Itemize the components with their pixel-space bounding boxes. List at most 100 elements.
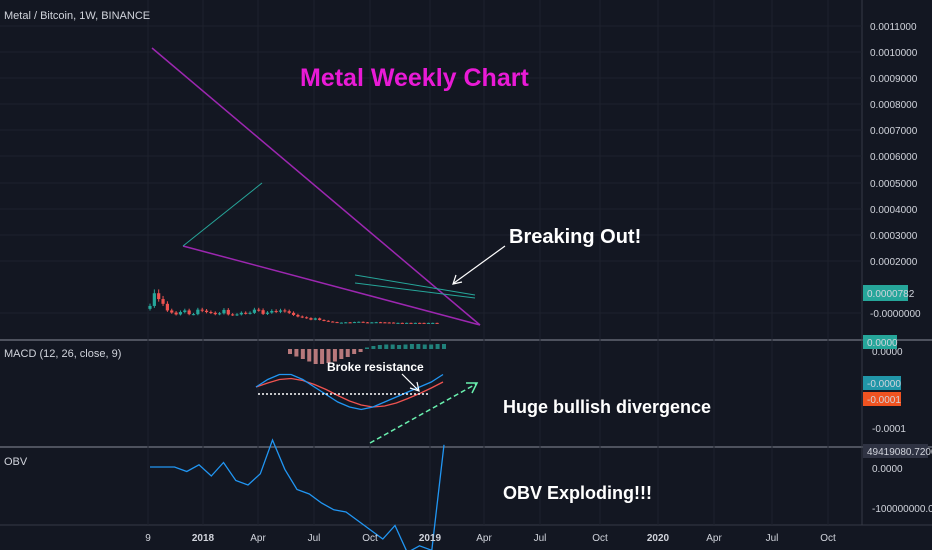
x-tick-label: Jul bbox=[308, 533, 321, 544]
obv-badge-bg bbox=[863, 444, 928, 458]
candle-body bbox=[374, 322, 378, 324]
x-tick-label: Oct bbox=[362, 533, 378, 544]
candle-body bbox=[248, 312, 252, 314]
candle-body bbox=[157, 293, 161, 300]
x-tick-label: Apr bbox=[476, 533, 492, 544]
histogram-bar bbox=[288, 349, 292, 354]
y-tick-label: 0.0006000 bbox=[870, 152, 918, 163]
candle-body bbox=[300, 316, 304, 318]
macd-y-tick: -0.0001 bbox=[872, 424, 906, 435]
candle-body bbox=[309, 318, 313, 320]
histogram-bar bbox=[442, 344, 446, 349]
candle-body bbox=[387, 322, 391, 324]
candle-body bbox=[178, 312, 183, 315]
candle-body bbox=[257, 309, 261, 311]
candle-body bbox=[361, 321, 365, 323]
candle-body bbox=[344, 322, 348, 324]
candle-body bbox=[265, 312, 270, 314]
candle-body bbox=[235, 314, 239, 316]
histogram-bar bbox=[326, 349, 331, 363]
candle-body bbox=[252, 309, 256, 313]
candle-body bbox=[405, 322, 409, 324]
candle-body bbox=[200, 309, 204, 311]
candle-body bbox=[274, 310, 278, 312]
macd-signal-badge-bg bbox=[863, 392, 901, 406]
candle-body bbox=[352, 322, 357, 324]
candle-body bbox=[392, 322, 396, 324]
broke-resistance-arrowhead bbox=[409, 381, 420, 392]
breaking-out-note: Breaking Out! bbox=[509, 226, 642, 248]
candle-body bbox=[244, 312, 248, 314]
candle-body bbox=[400, 322, 404, 324]
obv-badge-label: 49419080.7200 bbox=[867, 447, 932, 458]
divergence-note: Huge bullish divergence bbox=[503, 397, 712, 417]
candle-body bbox=[331, 321, 335, 323]
candle-body bbox=[148, 305, 152, 309]
histogram-bar bbox=[390, 344, 395, 349]
broke-resistance-arrow bbox=[401, 373, 419, 391]
histogram-bar bbox=[397, 345, 402, 349]
candle-body bbox=[313, 318, 317, 320]
x-tick-label: 2019 bbox=[419, 533, 442, 544]
y-tick-label: 0.0005000 bbox=[870, 179, 918, 190]
y-tick-label: 0.0003000 bbox=[870, 231, 918, 242]
histogram-bar bbox=[294, 349, 299, 357]
macd-pane-label: MACD (12, 26, close, 9) bbox=[4, 348, 122, 360]
candle-body bbox=[383, 322, 387, 324]
histogram-bar bbox=[371, 346, 376, 349]
chart-title: Metal Weekly Chart bbox=[300, 64, 529, 92]
macd-signal-badge-label: -0.0001 bbox=[867, 395, 901, 406]
x-tick-label: 2018 bbox=[192, 533, 215, 544]
candle-body bbox=[152, 293, 156, 306]
candle-body bbox=[165, 303, 169, 311]
candle-body bbox=[161, 299, 165, 304]
candle-body bbox=[196, 309, 200, 315]
histogram-bar bbox=[320, 349, 325, 364]
price-badge-label: 0.0000782 bbox=[867, 289, 915, 300]
candle-body bbox=[183, 310, 187, 313]
histogram-bar bbox=[313, 349, 318, 364]
candle-body bbox=[378, 322, 383, 324]
candle-body bbox=[413, 322, 417, 324]
histogram-bar bbox=[300, 349, 305, 359]
candle-body bbox=[226, 309, 230, 315]
grid bbox=[0, 0, 932, 526]
candle-body bbox=[339, 322, 343, 324]
obv-exploding-note: OBV Exploding!!! bbox=[503, 483, 652, 503]
candle-body bbox=[174, 312, 178, 315]
candle-body bbox=[318, 318, 322, 320]
histogram-bar bbox=[365, 347, 369, 349]
macd-histogram bbox=[288, 344, 446, 364]
candle-body bbox=[365, 322, 370, 324]
y-tick-label: 0.0002000 bbox=[870, 257, 918, 268]
obv-y-tick: 0.0000 bbox=[872, 464, 903, 475]
price-candles bbox=[148, 289, 439, 324]
x-tick-label: Oct bbox=[820, 533, 836, 544]
y-tick-label: 0.0010000 bbox=[870, 48, 918, 59]
candle-body bbox=[170, 310, 174, 313]
candle-body bbox=[231, 314, 235, 316]
signal-line bbox=[255, 377, 444, 408]
histogram-bar bbox=[339, 349, 344, 359]
candle-body bbox=[283, 310, 287, 312]
support-trendline bbox=[182, 182, 263, 247]
histogram-bar bbox=[429, 344, 434, 349]
candle-body bbox=[187, 310, 191, 315]
wedge-upper-line bbox=[151, 47, 481, 326]
macd-top-badge-bg bbox=[863, 335, 897, 349]
histogram-bar bbox=[377, 345, 382, 349]
x-tick-label: 9 bbox=[145, 533, 151, 544]
macd-line-badge-label: -0.0000 bbox=[867, 379, 901, 390]
candle-body bbox=[296, 314, 300, 317]
x-tick-label: Apr bbox=[250, 533, 266, 544]
wedge-lower-line bbox=[182, 245, 481, 326]
candle-body bbox=[426, 322, 430, 324]
candle-body bbox=[422, 322, 426, 324]
candle-body bbox=[418, 322, 422, 324]
breaking-out-arrowhead bbox=[452, 274, 463, 285]
breaking-out-arrow bbox=[453, 245, 506, 284]
pennant-upper bbox=[354, 274, 476, 296]
histogram-bar bbox=[307, 349, 312, 362]
pennant-lower bbox=[354, 282, 476, 299]
